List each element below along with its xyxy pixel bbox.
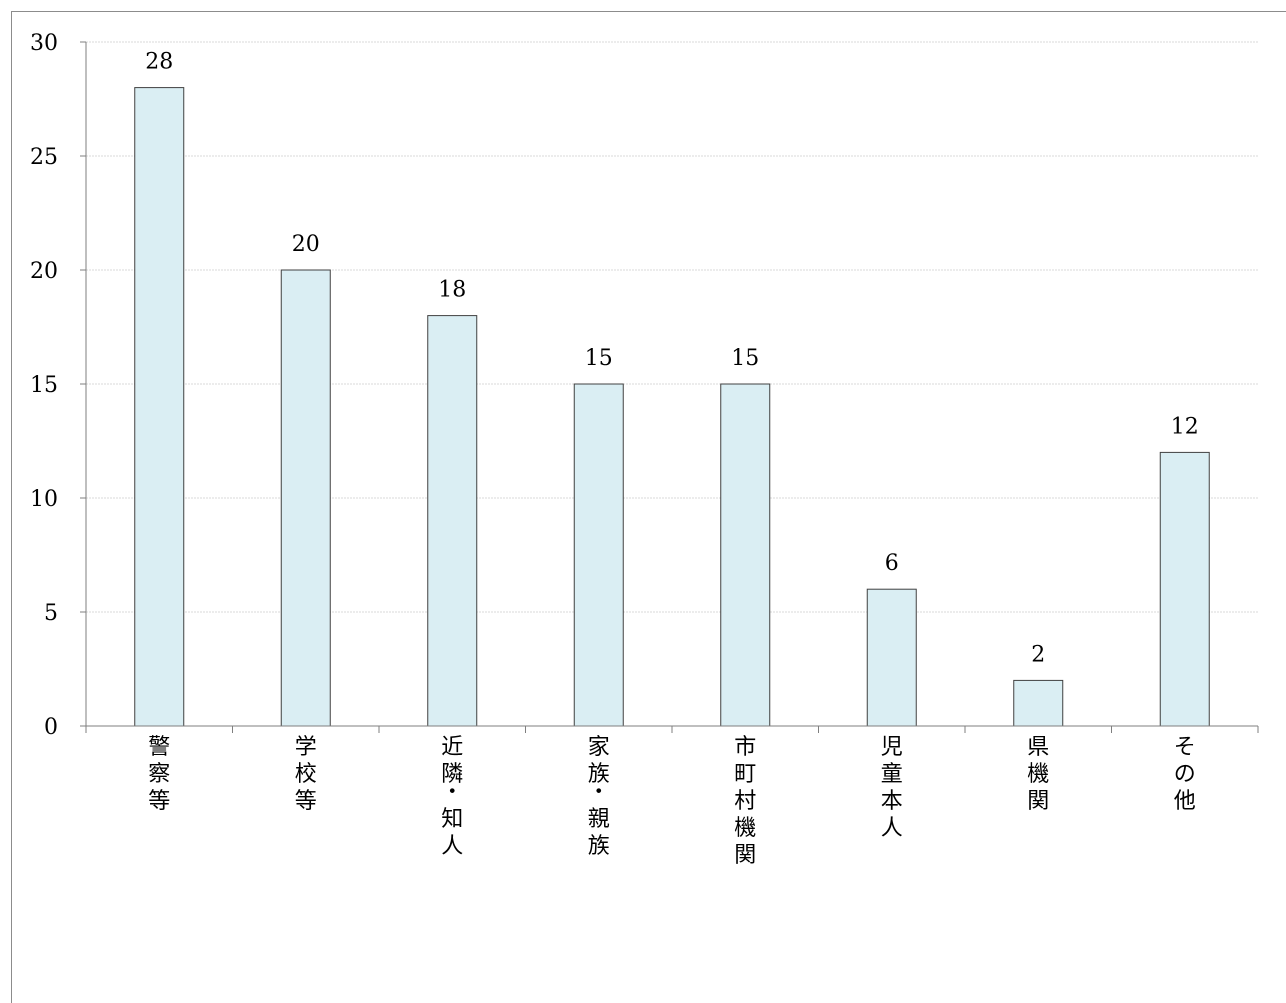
category-label: 家族・親族 xyxy=(588,735,610,859)
data-label: 2 xyxy=(1031,642,1045,667)
data-label: 20 xyxy=(292,232,320,257)
category-label: 児童本人 xyxy=(881,735,903,841)
category-label: 学校等 xyxy=(295,735,317,814)
labels: 0 5 10 15 20 25 30 28 警察等 20 学校等 18 近隣・知人 15 家族・親族 15 市町… xyxy=(30,31,1199,868)
y-tick-label: 5 xyxy=(44,601,58,626)
bar xyxy=(427,315,478,727)
data-label: 15 xyxy=(731,346,759,371)
data-label: 12 xyxy=(1171,414,1199,439)
category-label: 県機関 xyxy=(1027,735,1049,814)
bars xyxy=(134,87,1210,727)
bar xyxy=(573,383,624,727)
bar xyxy=(866,588,917,727)
y-tick-label: 20 xyxy=(30,259,58,284)
data-label: 28 xyxy=(145,50,173,75)
category-label: 近隣・知人 xyxy=(441,735,463,859)
category-label: 市町村機関 xyxy=(734,735,756,868)
data-label: 15 xyxy=(585,346,613,371)
data-label: 18 xyxy=(438,278,466,303)
axes xyxy=(80,41,1259,733)
y-tick-label: 25 xyxy=(30,145,58,170)
y-tick-label: 10 xyxy=(30,487,58,512)
chart-frame xyxy=(11,11,1286,1003)
category-label: 警察等 xyxy=(148,735,170,814)
gridlines xyxy=(86,41,1258,613)
y-tick-label: 30 xyxy=(30,31,58,56)
category-label: その他 xyxy=(1174,735,1196,814)
y-tick-label: 15 xyxy=(30,373,58,398)
y-tick-label: 0 xyxy=(44,715,58,740)
bar xyxy=(134,87,185,727)
bar xyxy=(720,383,771,727)
data-label: 6 xyxy=(885,551,899,576)
bar xyxy=(1159,451,1210,727)
bar xyxy=(1013,679,1064,727)
bar xyxy=(280,269,331,727)
